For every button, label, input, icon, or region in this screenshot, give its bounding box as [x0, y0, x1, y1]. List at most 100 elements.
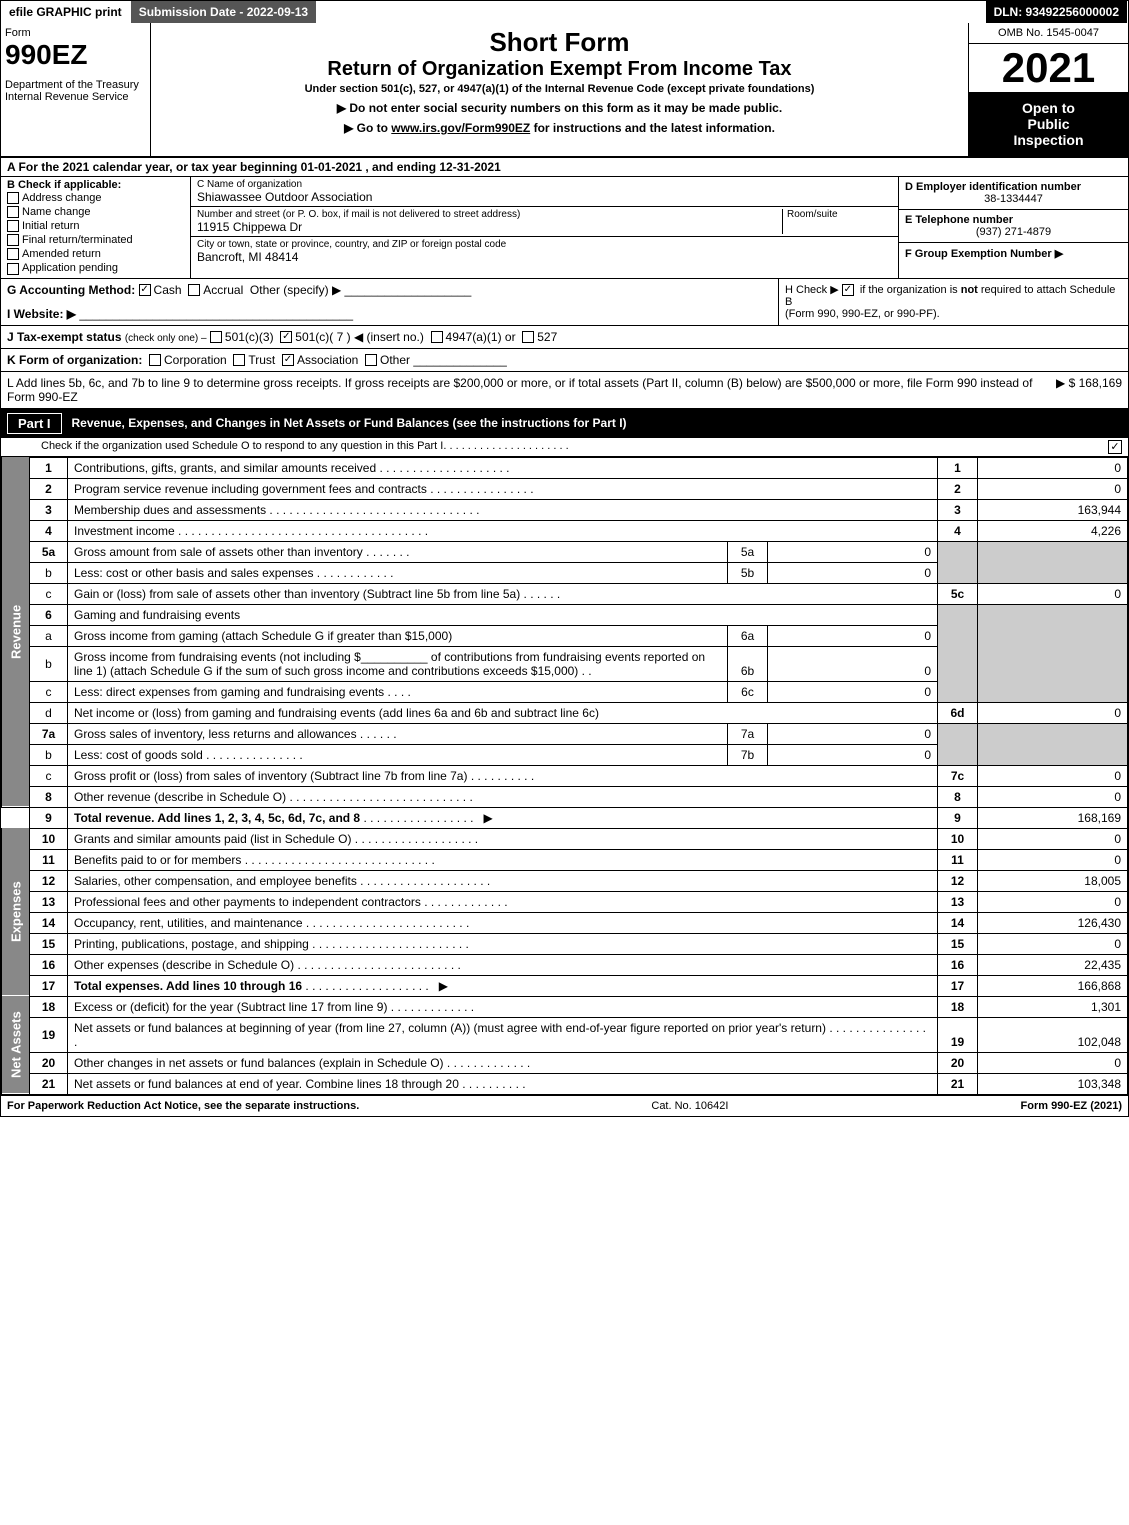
chk-association[interactable]: ✓ [282, 354, 294, 366]
sidebar-revenue: Revenue [2, 457, 30, 807]
desc-17: Total expenses. Add lines 10 through 16 … [68, 975, 938, 996]
ln-10: 10 [30, 828, 68, 849]
desc-6c: Less: direct expenses from gaming and fu… [68, 681, 728, 702]
chk-527[interactable] [522, 331, 534, 343]
line-10: Expenses 10 Grants and similar amounts p… [2, 828, 1128, 849]
chk-application-pending[interactable]: Application pending [7, 261, 184, 275]
num-21: 21 [938, 1073, 978, 1094]
form-number: 990EZ [5, 39, 146, 71]
c-city-row: City or town, state or province, country… [191, 237, 898, 266]
num-12: 12 [938, 870, 978, 891]
efile-print-button[interactable]: efile GRAPHIC print [1, 1, 131, 23]
mn-5b: 5b [728, 562, 768, 583]
e-label: E Telephone number [905, 214, 1122, 226]
topbar-spacer [317, 1, 985, 23]
ln-18: 18 [30, 996, 68, 1017]
val-7c: 0 [978, 765, 1128, 786]
chk-address-change[interactable]: Address change [7, 191, 184, 205]
desc-6a: Gross income from gaming (attach Schedul… [68, 625, 728, 646]
chk-amended-return[interactable]: Amended return [7, 247, 184, 261]
val-9: 168,169 [978, 807, 1128, 828]
ln-13: 13 [30, 891, 68, 912]
chk-schedule-b[interactable]: ✓ [842, 284, 854, 296]
part-i-header: Part I Revenue, Expenses, and Changes in… [1, 409, 1128, 438]
ln-9: 9 [30, 807, 68, 828]
part-i-title: Revenue, Expenses, and Changes in Net As… [72, 416, 1122, 430]
chk-4947[interactable] [431, 331, 443, 343]
chk-cash[interactable]: ✓ [139, 284, 151, 296]
line-12: 12 Salaries, other compensation, and emp… [2, 870, 1128, 891]
val-17: 166,868 [978, 975, 1128, 996]
desc-6: Gaming and fundraising events [68, 604, 938, 625]
ln-5b: b [30, 562, 68, 583]
irs-link[interactable]: www.irs.gov/Form990EZ [391, 121, 530, 135]
chk-501c3[interactable] [210, 331, 222, 343]
c-name-label: C Name of organization [197, 179, 892, 190]
num-14: 14 [938, 912, 978, 933]
part-i-label: Part I [7, 413, 62, 434]
line-11: 11 Benefits paid to or for members . . .… [2, 849, 1128, 870]
num-9: 9 [938, 807, 978, 828]
mv-6b: 0 [768, 646, 938, 681]
k-corp: Corporation [164, 353, 227, 367]
desc-20: Other changes in net assets or fund bala… [68, 1052, 938, 1073]
chk-initial-return[interactable]: Initial return [7, 219, 184, 233]
chk-501c[interactable]: ✓ [280, 331, 292, 343]
header-right: OMB No. 1545-0047 2021 Open to Public In… [968, 23, 1128, 156]
val-15: 0 [978, 933, 1128, 954]
h-text2: if the organization is [860, 284, 961, 296]
chk-accrual[interactable] [188, 284, 200, 296]
chk-name-change[interactable]: Name change [7, 205, 184, 219]
goto-prefix: ▶ Go to [344, 121, 391, 135]
line-15: 15 Printing, publications, postage, and … [2, 933, 1128, 954]
chk-trust[interactable] [233, 354, 245, 366]
ln-20: 20 [30, 1052, 68, 1073]
num-18: 18 [938, 996, 978, 1017]
num-3: 3 [938, 499, 978, 520]
ln-15: 15 [30, 933, 68, 954]
chk-final-return[interactable]: Final return/terminated [7, 233, 184, 247]
dln-label: DLN: 93492256000002 [986, 1, 1128, 23]
desc-5c: Gain or (loss) from sale of assets other… [68, 583, 938, 604]
val-2: 0 [978, 478, 1128, 499]
l-text: L Add lines 5b, 6c, and 7b to line 9 to … [7, 376, 1048, 404]
l-gross-receipts: L Add lines 5b, 6c, and 7b to line 9 to … [1, 372, 1128, 409]
desc-8: Other revenue (describe in Schedule O) .… [68, 786, 938, 807]
desc-9: Total revenue. Add lines 1, 2, 3, 4, 5c,… [68, 807, 938, 828]
part-i-check-row: Check if the organization used Schedule … [1, 438, 1128, 457]
d-value: 38-1334447 [905, 193, 1122, 205]
section-c: C Name of organization Shiawassee Outdoo… [191, 177, 898, 278]
ln-6c: c [30, 681, 68, 702]
ln-21: 21 [30, 1073, 68, 1094]
org-street: 11915 Chippewa Dr [197, 220, 782, 234]
val-12: 18,005 [978, 870, 1128, 891]
line-13: 13 Professional fees and other payments … [2, 891, 1128, 912]
chk-other[interactable] [365, 354, 377, 366]
chk-corporation[interactable] [149, 354, 161, 366]
val-19: 102,048 [978, 1017, 1128, 1052]
ln-1: 1 [30, 457, 68, 478]
c-street-row: Number and street (or P. O. box, if mail… [191, 207, 898, 237]
c-street-label: Number and street (or P. O. box, if mail… [197, 209, 782, 220]
j-sub: (check only one) – [125, 333, 207, 344]
ln-7a: 7a [30, 723, 68, 744]
footer-catno: Cat. No. 10642I [359, 1100, 1020, 1112]
ln-6: 6 [30, 604, 68, 625]
k-assoc: Association [297, 353, 358, 367]
num-19: 19 [938, 1017, 978, 1052]
line-1: Revenue 1 Contributions, gifts, grants, … [2, 457, 1128, 478]
desc-4: Investment income . . . . . . . . . . . … [68, 520, 938, 541]
under-section-text: Under section 501(c), 527, or 4947(a)(1)… [155, 83, 964, 95]
chk-schedule-o[interactable]: ✓ [1108, 440, 1122, 454]
e-phone: E Telephone number (937) 271-4879 [899, 210, 1128, 243]
ln-8: 8 [30, 786, 68, 807]
top-bar: efile GRAPHIC print Submission Date - 20… [1, 1, 1128, 23]
line-16: 16 Other expenses (describe in Schedule … [2, 954, 1128, 975]
val-8: 0 [978, 786, 1128, 807]
ln-12: 12 [30, 870, 68, 891]
num-17: 17 [938, 975, 978, 996]
header-title-block: Short Form Return of Organization Exempt… [151, 23, 968, 156]
mn-6a: 6a [728, 625, 768, 646]
section-bcdef: B Check if applicable: Address change Na… [1, 177, 1128, 279]
g-cash: Cash [154, 283, 182, 297]
